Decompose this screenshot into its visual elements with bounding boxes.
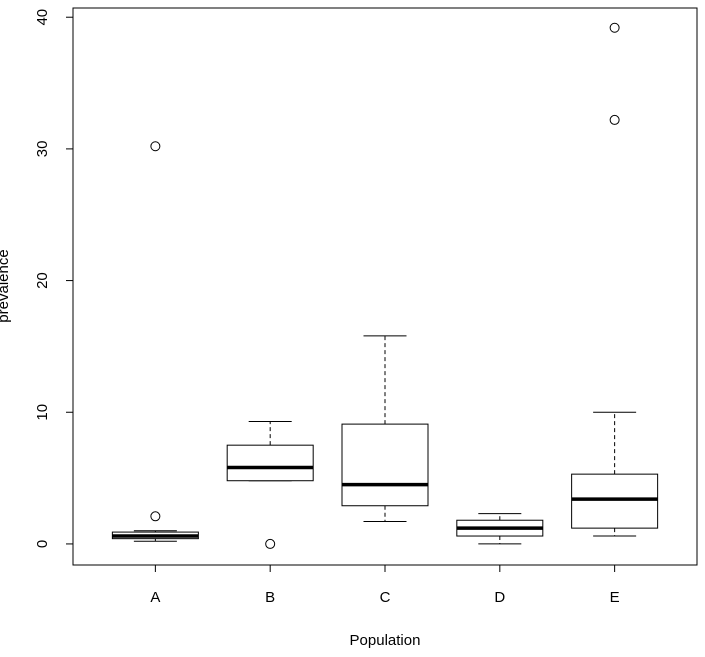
x-tick-label: A xyxy=(150,589,160,606)
x-tick-label: E xyxy=(610,589,620,606)
box xyxy=(226,444,314,482)
box xyxy=(341,423,429,507)
x-tick-label: D xyxy=(494,589,505,606)
outlier xyxy=(150,141,161,152)
x-axis-label: Population xyxy=(350,632,421,649)
y-tick-label: 20 xyxy=(34,272,51,289)
y-tick-label: 0 xyxy=(34,540,51,548)
y-tick-label: 40 xyxy=(34,9,51,26)
y-tick-label: 30 xyxy=(34,141,51,158)
x-tick-label: C xyxy=(380,589,391,606)
box xyxy=(571,473,659,529)
outlier xyxy=(609,114,620,125)
y-tick-label: 10 xyxy=(34,404,51,421)
outlier xyxy=(150,511,161,522)
x-tick-label: B xyxy=(265,589,275,606)
y-axis-label: prevalence xyxy=(0,249,12,322)
outlier xyxy=(265,538,276,549)
outlier xyxy=(609,22,620,33)
